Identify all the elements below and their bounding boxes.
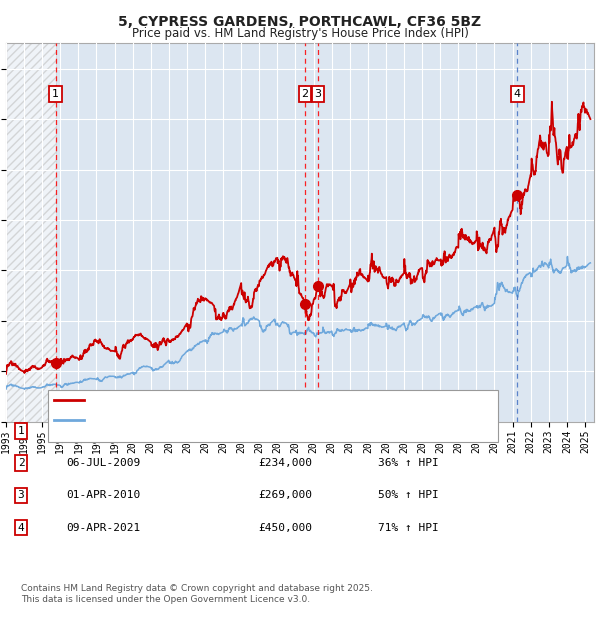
Text: 4: 4 (514, 89, 521, 99)
Text: £269,000: £269,000 (258, 490, 312, 500)
Text: 06-JUL-2009: 06-JUL-2009 (66, 458, 140, 468)
Text: 71% ↑ HPI: 71% ↑ HPI (378, 523, 439, 533)
Bar (6, 43, 56, 422)
Text: £450,000: £450,000 (258, 523, 312, 533)
Text: 2: 2 (301, 89, 308, 99)
Text: 50% ↑ HPI: 50% ↑ HPI (378, 490, 439, 500)
Text: Contains HM Land Registry data © Crown copyright and database right 2025.
This d: Contains HM Land Registry data © Crown c… (21, 583, 373, 604)
Text: 29-SEP-1995: 29-SEP-1995 (66, 426, 140, 436)
Text: 01-APR-2010: 01-APR-2010 (66, 490, 140, 500)
Text: 1: 1 (17, 426, 25, 436)
Text: 1: 1 (52, 89, 59, 99)
Text: £234,000: £234,000 (258, 458, 312, 468)
Text: 4: 4 (17, 523, 25, 533)
Text: 5, CYPRESS GARDENS, PORTHCAWL, CF36 5BZ: 5, CYPRESS GARDENS, PORTHCAWL, CF36 5BZ (118, 16, 482, 30)
Text: 3: 3 (17, 490, 25, 500)
Text: Price paid vs. HM Land Registry's House Price Index (HPI): Price paid vs. HM Land Registry's House … (131, 27, 469, 40)
Text: 5, CYPRESS GARDENS, PORTHCAWL, CF36 5BZ (detached house): 5, CYPRESS GARDENS, PORTHCAWL, CF36 5BZ … (90, 395, 428, 405)
Text: HPI: Average price, detached house, Bridgend: HPI: Average price, detached house, Brid… (90, 415, 330, 425)
Text: 36% ↑ HPI: 36% ↑ HPI (378, 458, 439, 468)
Text: £117,000: £117,000 (258, 426, 312, 436)
Text: 2: 2 (17, 458, 25, 468)
Text: 3: 3 (314, 89, 322, 99)
Text: 09-APR-2021: 09-APR-2021 (66, 523, 140, 533)
Text: 61% ↑ HPI: 61% ↑ HPI (378, 426, 439, 436)
